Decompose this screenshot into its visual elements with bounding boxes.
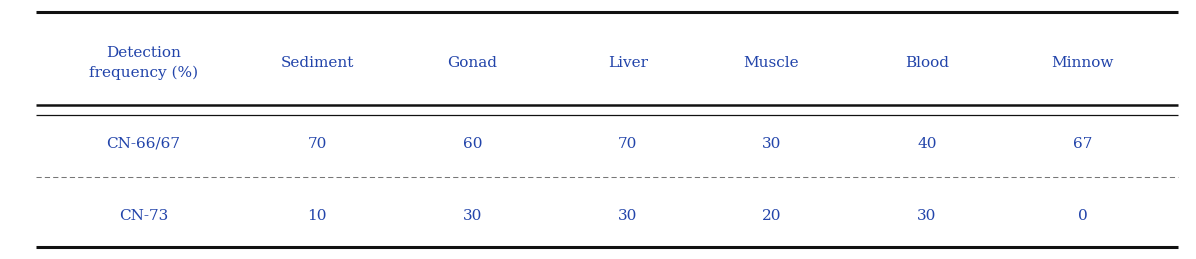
Text: Gonad: Gonad	[447, 56, 498, 70]
Text: Sediment: Sediment	[280, 56, 354, 70]
Text: 70: 70	[307, 137, 327, 151]
Text: 0: 0	[1078, 209, 1087, 223]
Text: 60: 60	[463, 137, 482, 151]
Text: 30: 30	[463, 209, 482, 223]
Text: 70: 70	[618, 137, 637, 151]
Text: 30: 30	[917, 209, 936, 223]
Text: 30: 30	[762, 137, 781, 151]
Text: 67: 67	[1073, 137, 1092, 151]
Text: CN-66/67: CN-66/67	[106, 137, 181, 151]
Text: 20: 20	[762, 209, 781, 223]
Text: Blood: Blood	[905, 56, 948, 70]
Text: Muscle: Muscle	[744, 56, 799, 70]
Text: CN-73: CN-73	[118, 209, 169, 223]
Text: Detection
frequency (%): Detection frequency (%)	[89, 46, 199, 81]
Text: 40: 40	[917, 137, 936, 151]
Text: 30: 30	[618, 209, 637, 223]
Text: 10: 10	[307, 209, 327, 223]
Text: Liver: Liver	[608, 56, 648, 70]
Text: Minnow: Minnow	[1051, 56, 1113, 70]
